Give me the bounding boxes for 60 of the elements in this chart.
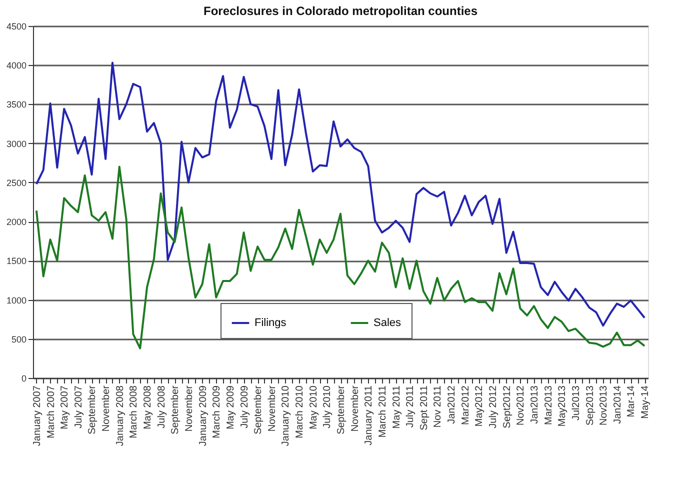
x-tick-label: Mar2013 [543,385,554,425]
x-tick-label: March 2008 [128,385,140,438]
x-tick-label: Mar2012 [460,385,472,425]
x-tick-label: September [87,384,98,434]
line-series [35,62,646,327]
y-tick-label: 3500 [6,100,26,110]
y-tick-label: 2500 [6,178,26,188]
x-tick-label: Sept 2011 [418,385,430,430]
x-tick-label: November [350,384,361,432]
x-tick-label: July 2009 [239,385,250,428]
y-tick-label: 1000 [6,295,26,306]
x-tick-label: September [170,384,182,434]
x-tick-label: Jan2013 [529,385,540,424]
x-tick-label: July 2012 [488,385,500,428]
x-tick-label: May 2009 [225,385,236,430]
x-tick-label: Nov 2011 [432,385,444,428]
x-tick-label: March 2010 [294,385,306,438]
chart-title: Foreclosures in Colorado metropolitan counties [203,4,478,18]
x-tick-label: March 2009 [212,385,223,438]
x-tick-label: November [266,384,278,432]
y-tick-label: 4500 [6,22,26,32]
x-tick-label: November [184,384,195,432]
x-tick-label: Nov2013 [598,385,610,426]
y-tick-label: 0 [21,374,26,384]
x-tick-label: July 2011 [405,385,416,428]
x-tick-label: July 2010 [322,385,334,428]
x-tick-label: May 2011 [391,385,402,429]
x-tick-label: January 2009 [198,385,209,446]
x-tick-label: January 2007 [32,385,43,446]
x-tick-label: May2012 [474,385,486,427]
y-tick-label: 3000 [6,138,26,149]
x-tick-label: Jan2012 [446,385,458,424]
x-tick-label: July 2008 [156,385,168,428]
x-tick-label: May2013 [557,385,568,427]
y-tick-label: 2000 [6,217,26,228]
x-tick-label: March 2011 [377,385,388,438]
x-tick-label: May 2008 [142,385,154,430]
x-tick-label: Sep2013 [584,385,596,426]
y-tick-label: 4000 [6,60,26,71]
x-tick-label: July 2007 [73,385,84,428]
x-tick-label: September [253,384,264,434]
x-tick-label: Jul2013 [570,385,582,421]
x-tick-label: May-14 [640,385,652,419]
line-series [35,166,646,350]
y-tick-label: 500 [11,334,26,344]
x-tick-label: Mar-14 [626,385,638,418]
x-tick-label: Sept2012 [502,385,513,428]
x-tick-label: Jan2014 [612,385,624,424]
x-tick-label: May 2010 [308,385,320,430]
x-tick-label: Nov2012 [516,385,527,426]
x-tick-label: September [336,384,347,434]
x-tick-label: January 2011 [364,385,375,446]
y-tick-label: 1500 [6,256,26,266]
x-tick-label: January 2010 [280,385,292,446]
legend-label: Filings [254,317,287,329]
legend-label: Sales [374,317,402,329]
x-tick-label: January 2008 [114,385,126,446]
x-tick-label: November [101,384,112,432]
x-tick-label: March 2007 [46,385,57,438]
x-tick-label: May 2007 [60,385,71,430]
